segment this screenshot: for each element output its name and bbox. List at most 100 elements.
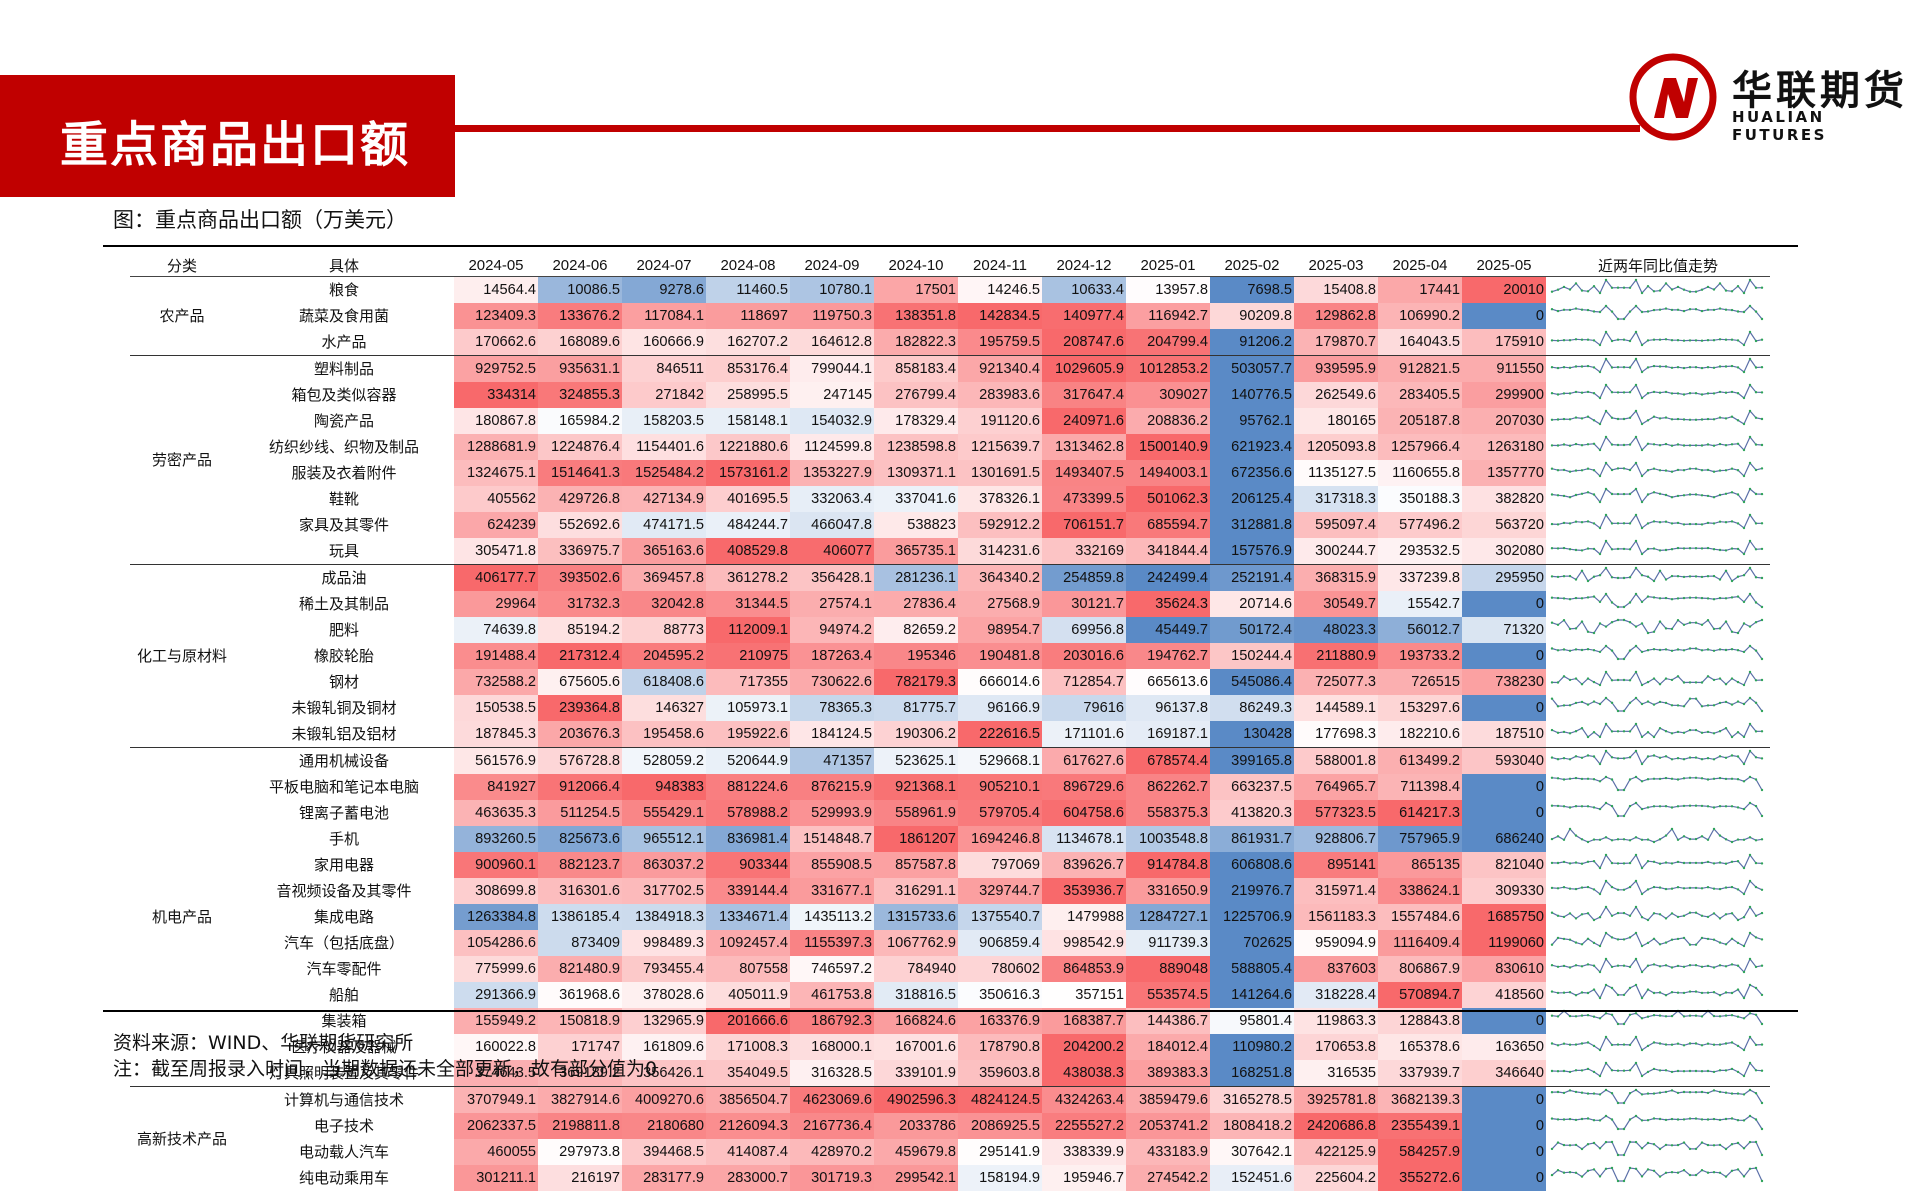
value-cell: 81775.7 [874,695,958,721]
sparkline-marker [1653,1014,1655,1016]
sparkline-marker [1617,366,1619,368]
value-cell: 216197 [538,1165,622,1191]
sparkline-marker [1623,965,1625,967]
value-cell: 332063.4 [790,486,874,512]
sparkline-marker [1641,449,1643,451]
sparkline-path [1552,594,1762,607]
sparkline-marker [1713,758,1715,760]
value-cell: 1054286.6 [454,930,538,956]
sparkline-marker [1575,282,1577,284]
sparkline-marker [1635,488,1637,490]
sparkline-marker [1671,1089,1673,1091]
sparkline-marker [1647,888,1649,890]
sparkline-marker [1749,984,1751,986]
sparkline-marker [1587,1014,1589,1016]
sparkline-marker [1599,997,1601,999]
sparkline-marker [1617,522,1619,524]
sparkline-marker [1719,578,1721,580]
sparkline-marker [1743,916,1745,918]
sparkline-marker [1761,889,1763,891]
trend-cell [1546,982,1770,1008]
sparkline-marker [1677,731,1679,733]
sparkline-marker [1593,860,1595,862]
value-cell: 158148.1 [706,408,790,434]
sparkline-marker [1707,1070,1709,1072]
trend-cell [1546,852,1770,878]
trend-cell [1546,1139,1770,1165]
sparkline-marker [1731,938,1733,940]
sparkline-marker [1623,339,1625,341]
sparkline-marker [1761,679,1763,681]
sparkline-marker [1563,469,1565,471]
sparkline-marker [1611,987,1613,989]
value-cell: 1494003.1 [1126,460,1210,486]
sparkline-marker [1569,732,1571,734]
sparkline-marker [1659,392,1661,394]
sparkline-marker [1623,606,1625,608]
data-note: 注：截至周报录入时间，当期数据还未全部更新，故有部分值为0 [113,1054,657,1081]
sparkline-marker [1551,419,1553,421]
sparkline-marker [1719,994,1721,996]
sparkline-marker [1581,570,1583,572]
sparkline-marker [1743,780,1745,782]
sparkline-marker [1581,838,1583,840]
value-cell: 732588.2 [454,669,538,695]
sparkline-marker [1587,992,1589,994]
value-cell: 825673.6 [538,826,622,852]
sparkline-marker [1749,462,1751,464]
sparkline-marker [1581,1148,1583,1150]
sparkline-marker [1623,548,1625,550]
sparkline-marker [1701,966,1703,968]
value-cell: 433183.9 [1126,1139,1210,1165]
sparkline-marker [1713,939,1715,941]
value-cell: 177698.3 [1294,721,1378,748]
sparkline-marker [1581,683,1583,685]
sparkline-marker [1701,1015,1703,1017]
sparkline-marker [1557,887,1559,889]
value-cell: 14564.4 [454,277,538,304]
value-cell: 855908.5 [790,852,874,878]
sparkline-marker [1575,627,1577,629]
value-cell: 105973.1 [706,695,790,721]
sparkline-marker [1593,731,1595,733]
sparkline-marker [1707,597,1709,599]
trend-sparkline [1548,303,1766,322]
sparkline-marker [1641,684,1643,686]
sparkline-marker [1689,838,1691,840]
value-cell: 929752.5 [454,356,538,383]
sparkline-marker [1653,805,1655,807]
item-name-cell: 服装及衣着附件 [234,460,454,486]
sparkline-marker [1569,704,1571,706]
sparkline-marker [1641,893,1643,895]
sparkline-marker [1641,808,1643,810]
trend-sparkline [1548,852,1766,871]
sparkline-path [1552,1037,1762,1050]
sparkline-marker [1587,1170,1589,1172]
sparkline-marker [1593,778,1595,780]
sparkline-marker [1575,888,1577,890]
sparkline-marker [1611,1092,1613,1094]
item-name-cell: 箱包及类似容器 [234,382,454,408]
sparkline-marker [1647,731,1649,733]
sparkline-marker [1659,521,1661,523]
sparkline-marker [1755,936,1757,938]
value-cell: 1493407.5 [1042,460,1126,486]
sparkline-marker [1695,1117,1697,1119]
sparkline-marker [1563,575,1565,577]
trend-sparkline [1548,356,1766,375]
sparkline-marker [1641,736,1643,738]
sparkline-marker [1611,601,1613,603]
sparkline-marker [1617,862,1619,864]
value-cell: 864853.9 [1042,956,1126,982]
sparkline-marker [1569,522,1571,524]
sparkline-marker [1635,331,1637,333]
column-header: 2025-03 [1294,255,1378,277]
sparkline-marker [1623,1070,1625,1072]
sparkline-marker [1719,282,1721,284]
sparkline-marker [1569,1171,1571,1173]
value-cell: 614217.3 [1378,800,1462,826]
sparkline-marker [1695,838,1697,840]
sparkline-marker [1731,648,1733,650]
